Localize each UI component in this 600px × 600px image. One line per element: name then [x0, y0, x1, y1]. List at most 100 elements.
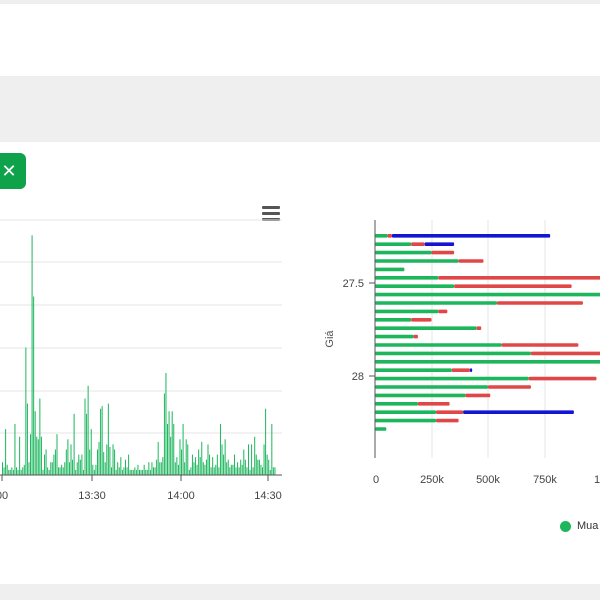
- price-volume-bar: [375, 276, 439, 280]
- volume-bar: [246, 467, 248, 475]
- volume-bar: [257, 459, 259, 475]
- volume-bar: [98, 441, 100, 475]
- volume-bar: [207, 444, 209, 475]
- price-volume-bar: [375, 376, 529, 381]
- volume-bar: [202, 462, 204, 475]
- price-volume-bar: [454, 284, 572, 288]
- volume-bar: [68, 462, 70, 475]
- volume-bar: [9, 469, 11, 475]
- volume-bar: [191, 454, 193, 475]
- volume-bar: [114, 449, 116, 475]
- volume-bar: [17, 469, 19, 475]
- x-tick-label: 00: [0, 490, 8, 502]
- volume-bar: [190, 467, 192, 475]
- volume-bar: [223, 454, 225, 475]
- volume-bar: [107, 403, 109, 475]
- price-volume-y-axis-label: Giá: [324, 330, 336, 348]
- close-button[interactable]: ✕: [0, 153, 26, 189]
- price-volume-bar: [375, 267, 405, 272]
- chart-legend[interactable]: Mua: [560, 520, 598, 534]
- price-volume-bar: [411, 242, 425, 246]
- volume-bar: [143, 464, 145, 475]
- volume-bar: [100, 408, 102, 475]
- volume-bar: [44, 454, 46, 475]
- price-volume-bar: [375, 259, 459, 263]
- volume-bar: [40, 436, 42, 475]
- volume-bar: [188, 469, 190, 475]
- price-volume-bar: [375, 234, 388, 238]
- volume-bar: [134, 467, 136, 475]
- volume-bar: [12, 469, 14, 475]
- volume-bar: [6, 464, 8, 475]
- volume-chart-gridlines: [0, 219, 282, 434]
- volume-bar: [37, 439, 39, 475]
- volume-bar: [198, 449, 200, 475]
- volume-bar: [204, 464, 206, 475]
- price-volume-bar: [375, 284, 455, 288]
- volume-bar: [213, 467, 215, 475]
- volume-bar: [271, 424, 273, 475]
- volume-bar: [86, 413, 88, 475]
- price-volume-bar: [451, 368, 470, 372]
- volume-bar: [23, 464, 25, 475]
- volume-bar: [87, 385, 89, 475]
- x-tick-label: 1 0: [594, 474, 600, 486]
- volume-bar: [62, 467, 64, 475]
- price-volume-bar: [375, 301, 498, 305]
- volume-bar: [173, 424, 175, 475]
- volume-bar: [120, 457, 122, 475]
- price-volume-bar: [375, 410, 437, 414]
- volume-bar: [31, 235, 33, 475]
- volume-bar: [47, 467, 49, 475]
- volume-bar: [165, 373, 167, 475]
- hamburger-menu-icon: [262, 206, 280, 209]
- volume-bar: [168, 411, 170, 475]
- price-volume-bar: [391, 234, 551, 238]
- price-volume-bar: [465, 393, 491, 398]
- volume-bar: [82, 469, 84, 475]
- volume-bar: [79, 459, 81, 475]
- volume-bar: [121, 469, 123, 475]
- volume-bar: [145, 469, 147, 475]
- volume-bar: [22, 467, 24, 475]
- volume-bar: [212, 457, 214, 475]
- volume-bar: [53, 454, 55, 475]
- volume-bar: [251, 444, 253, 475]
- volume-bar: [123, 467, 125, 475]
- volume-bar: [61, 464, 63, 475]
- top-band: [0, 0, 600, 4]
- volume-bar: [167, 424, 169, 475]
- price-volume-bar: [476, 326, 482, 330]
- volume-bar: [39, 398, 41, 475]
- volume-bar: [232, 464, 234, 475]
- toolbar-band: [0, 76, 600, 142]
- volume-bar: [110, 467, 112, 475]
- volume-bar: [268, 459, 270, 475]
- price-volume-bar: [375, 427, 387, 431]
- price-volume-bar: [436, 410, 464, 414]
- volume-bar: [187, 444, 189, 475]
- volume-bar: [139, 469, 140, 475]
- volume-bar: [2, 462, 3, 475]
- price-volume-bar: [375, 418, 437, 423]
- price-volume-bar: [458, 259, 484, 263]
- volume-bar: [179, 439, 181, 475]
- volume-bar: [266, 454, 268, 475]
- volume-bar: [184, 462, 186, 475]
- price-volume-bar: [375, 402, 418, 406]
- volume-bar: [104, 462, 106, 475]
- volume-bar: [56, 434, 58, 475]
- volume-bar: [131, 469, 133, 475]
- price-volume-bar: [375, 351, 531, 356]
- chart-menu-button[interactable]: [262, 206, 280, 222]
- volume-bar: [185, 439, 187, 475]
- volume-bar: [240, 459, 242, 475]
- volume-bar: [106, 444, 108, 475]
- legend-label-buy: Mua: [577, 520, 599, 532]
- price-volume-bar: [375, 393, 466, 398]
- volume-bar: [243, 449, 245, 475]
- price-volume-bar: [469, 368, 473, 372]
- volume-bar: [227, 459, 229, 475]
- price-volume-bar: [375, 292, 600, 297]
- volume-bar: [59, 467, 61, 475]
